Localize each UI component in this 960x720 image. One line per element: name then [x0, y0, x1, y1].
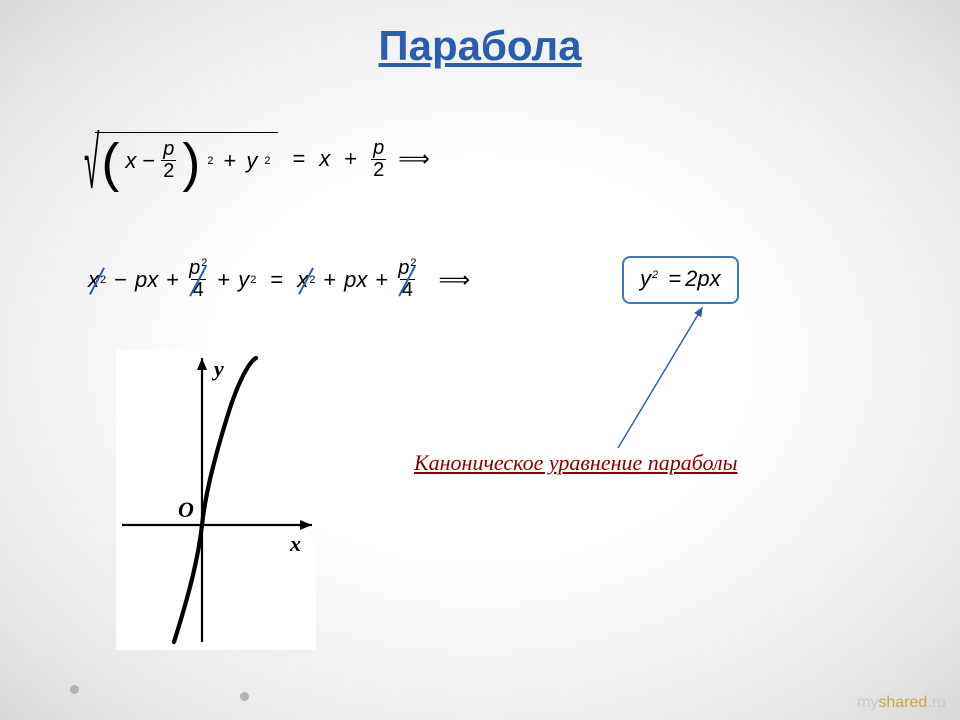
- brand-accent: shared: [878, 694, 927, 711]
- frac-p2-over-4: p2 4: [396, 258, 418, 301]
- op-plus: +: [344, 146, 357, 172]
- op-eq: =: [292, 146, 305, 172]
- svg-text:x: x: [289, 531, 301, 556]
- num: p: [161, 139, 176, 160]
- implies-icon: ⟹: [439, 267, 468, 293]
- frac-p2-over-4: p2 4: [187, 258, 209, 301]
- term-x2-cancelled: x2: [297, 267, 315, 293]
- term-px: px: [344, 267, 367, 293]
- p: p: [189, 257, 200, 279]
- den: 4: [400, 279, 415, 301]
- op-plus: +: [375, 267, 388, 293]
- op-plus: +: [323, 267, 336, 293]
- exp-2: 2: [207, 155, 213, 167]
- term-y2: y2: [238, 267, 256, 293]
- exp-2: 2: [201, 257, 207, 269]
- implies-icon: ⟹: [398, 146, 427, 172]
- var-x: x: [125, 148, 136, 174]
- op-minus: −: [142, 148, 155, 174]
- page-title: Парабола: [0, 22, 960, 70]
- var-x: x: [88, 267, 99, 293]
- canonical-equation-box: y2 =2px: [622, 256, 739, 304]
- exp-2: 2: [652, 269, 658, 281]
- frac-p-over-2: p 2: [161, 139, 176, 182]
- den: 4: [191, 279, 206, 301]
- equation-1: √ ( x − p 2 ) 2 + y 2 = x + p 2 ⟹: [84, 132, 427, 186]
- radical-icon: √: [84, 123, 99, 206]
- sqrt: √ ( x − p 2 ) 2 + y 2: [84, 132, 278, 186]
- svg-text:O: O: [178, 497, 194, 522]
- var-y: y: [238, 267, 249, 293]
- num: p: [371, 138, 386, 159]
- var-y: y: [640, 266, 651, 291]
- equation-2: x2 − px + p2 4 + y2 = x2 + px + p2 4: [84, 258, 467, 301]
- den: 2: [371, 159, 386, 181]
- exp-2: 2: [264, 155, 270, 167]
- sqrt-body: ( x − p 2 ) 2 + y 2: [95, 132, 278, 186]
- decor-dot: [240, 692, 249, 701]
- num: p2: [187, 258, 209, 279]
- op-eq: =: [270, 267, 283, 293]
- op-eq: =: [668, 266, 681, 291]
- var-y: y: [246, 148, 257, 174]
- coeff-2: 2: [685, 266, 697, 291]
- brand-post: .ru: [927, 694, 946, 711]
- canonical-equation-caption: Каноническое уравнение параболы: [414, 450, 738, 476]
- op-plus: +: [223, 148, 236, 174]
- den: 2: [161, 160, 176, 182]
- term-x2-cancelled: x2: [88, 267, 106, 293]
- term-p2-4-cancelled: p2 4: [187, 258, 209, 301]
- term-p2-4-cancelled: p2 4: [396, 258, 418, 301]
- term-px: px: [697, 266, 720, 291]
- exp-2: 2: [309, 274, 315, 286]
- exp-2: 2: [100, 274, 106, 286]
- var-x: x: [319, 146, 330, 172]
- num: p2: [396, 258, 418, 279]
- exp-2: 2: [410, 257, 416, 269]
- brand-watermark: myshared.ru: [857, 694, 946, 712]
- op-plus: +: [217, 267, 230, 293]
- term-px: px: [135, 267, 158, 293]
- graph-svg: y x O: [116, 350, 316, 650]
- decor-dot: [70, 685, 79, 694]
- brand-pre: my: [857, 694, 878, 711]
- svg-text:y: y: [211, 356, 224, 381]
- p: p: [398, 257, 409, 279]
- exp-2: 2: [250, 274, 256, 286]
- parabola-graph: y x O: [116, 350, 316, 650]
- op-minus: −: [114, 267, 127, 293]
- var-x: x: [297, 267, 308, 293]
- pointer-arrow: [610, 300, 730, 460]
- slide: Парабола √ ( x − p 2 ) 2 + y 2 = x + p: [0, 0, 960, 720]
- op-plus: +: [166, 267, 179, 293]
- frac-p-over-2: p 2: [371, 138, 386, 181]
